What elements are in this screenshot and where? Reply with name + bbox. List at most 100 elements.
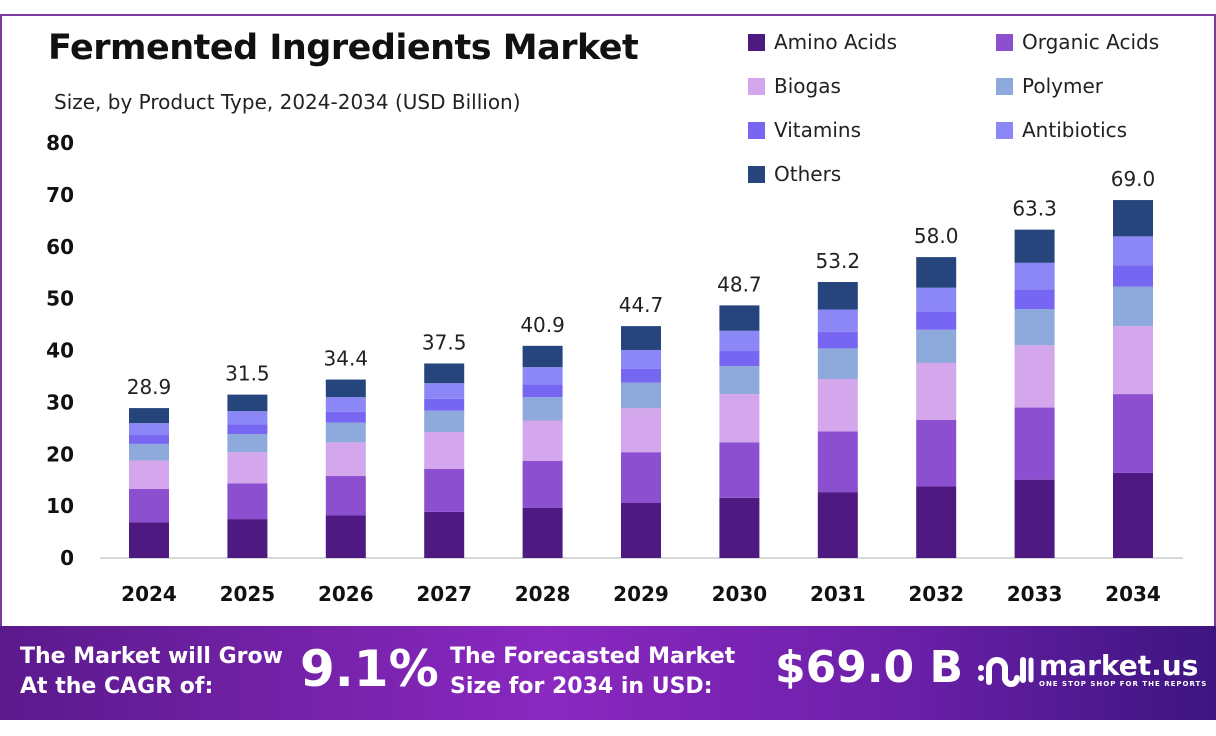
bar-segment-polymer — [1014, 309, 1055, 346]
legend-label: Antibiotics — [1022, 118, 1128, 142]
chart-frame — [0, 14, 1216, 720]
legend-item: Antibiotics — [996, 116, 1208, 144]
bar-segment-vitamins — [817, 331, 858, 349]
x-tick-label: 2031 — [810, 582, 866, 606]
forecast-label-line2: Size for 2034 in USD: — [450, 674, 713, 699]
bar-segment-vitamins — [621, 368, 661, 383]
logo-tagline: ONE STOP SHOP FOR THE REPORTS — [1039, 680, 1208, 688]
bar-segment-biogas — [621, 408, 661, 453]
bar-segment-polymer — [916, 329, 957, 363]
bar-segment-antibiotics — [522, 367, 563, 385]
x-tick-label: 2027 — [416, 582, 472, 606]
legend-item: Others — [748, 160, 996, 188]
x-tick-label: 2028 — [515, 582, 571, 606]
logo-icon — [978, 657, 1034, 687]
bar-segment-others — [621, 326, 661, 350]
bar-segment-others — [424, 363, 465, 384]
bar-segment-organic-acids — [1014, 407, 1055, 480]
bar-segment-others — [522, 345, 563, 368]
bar-segment-polymer — [424, 410, 465, 432]
bar-segment-others — [325, 379, 366, 398]
bar-segment-antibiotics — [1014, 262, 1055, 290]
legend-label: Organic Acids — [1022, 30, 1160, 54]
bar-segment-organic-acids — [719, 442, 760, 498]
bar-segment-antibiotics — [1113, 236, 1153, 266]
bar-segment-antibiotics — [719, 330, 760, 352]
bar-segment-polymer — [621, 382, 661, 409]
bar-total-label: 69.0 — [1111, 167, 1156, 191]
bar-total-label: 44.7 — [619, 293, 664, 317]
bar-segment-amino-acids — [522, 507, 563, 558]
legend-item: Amino Acids — [748, 28, 996, 56]
legend-item: Vitamins — [748, 116, 996, 144]
legend: Amino Acids Organic Acids Biogas Polymer Vit… — [748, 28, 1208, 188]
legend-item: Biogas — [748, 72, 996, 100]
bar-segment-organic-acids — [129, 489, 169, 523]
bar-segment-others — [719, 305, 760, 331]
legend-swatch — [996, 33, 1013, 51]
x-tick-label: 2034 — [1105, 582, 1161, 606]
bar-segment-biogas — [719, 394, 760, 443]
bar-segment-biogas — [916, 362, 957, 421]
bar-segment-biogas — [1014, 345, 1055, 408]
bar-segment-biogas — [129, 460, 169, 490]
legend-swatch — [748, 165, 765, 183]
market-us-logo: market.us ONE STOP SHOP FOR THE REPORTS — [975, 648, 1207, 692]
bar-segment-amino-acids — [621, 503, 661, 558]
x-tick-label: 2033 — [1007, 582, 1063, 606]
bar-segment-amino-acids — [817, 492, 858, 558]
bar-total-label: 48.7 — [717, 272, 762, 296]
bar-segment-amino-acids — [1113, 472, 1153, 558]
legend-item: Organic Acids — [996, 28, 1208, 56]
bar-segment-others — [916, 257, 957, 288]
bar-segment-organic-acids — [916, 420, 957, 487]
x-tick-label: 2030 — [712, 582, 768, 606]
chart-subtitle: Size, by Product Type, 2024-2034 (USD Bi… — [54, 90, 521, 114]
bar-segment-others — [817, 282, 858, 310]
bar-segment-antibiotics — [129, 423, 169, 436]
x-tick-label: 2024 — [121, 582, 177, 606]
bar-segment-biogas — [227, 452, 268, 484]
bar-segment-polymer — [325, 422, 366, 443]
bar-total-label: 63.3 — [1012, 197, 1057, 221]
bar-total-label: 53.2 — [816, 249, 861, 273]
bar-segment-others — [227, 394, 268, 412]
bar-segment-biogas — [325, 442, 366, 477]
legend-item: Polymer — [996, 72, 1208, 100]
bar-segment-amino-acids — [1014, 479, 1055, 558]
bar-segment-vitamins — [1113, 265, 1153, 287]
x-tick-label: 2026 — [318, 582, 374, 606]
bar-segment-vitamins — [916, 311, 957, 330]
bar-segment-vitamins — [424, 398, 465, 411]
bar-segment-polymer — [1113, 286, 1153, 327]
x-tick-label: 2029 — [613, 582, 669, 606]
bar-segment-polymer — [227, 434, 268, 453]
bar-segment-organic-acids — [325, 476, 366, 516]
legend-label: Vitamins — [774, 118, 862, 142]
bar-total-label: 58.0 — [914, 224, 959, 248]
bar-segment-amino-acids — [227, 519, 268, 558]
legend-swatch — [748, 121, 765, 139]
bar-segment-amino-acids — [129, 522, 169, 558]
legend-label: Biogas — [774, 74, 841, 98]
bar-segment-others — [1113, 200, 1153, 237]
bar-segment-biogas — [1113, 326, 1153, 395]
bar-total-label: 37.5 — [422, 330, 467, 354]
bar-segment-others — [129, 408, 169, 424]
x-tick-label: 2025 — [220, 582, 276, 606]
x-tick-label: 2032 — [908, 582, 964, 606]
y-tick-label: 50 — [46, 287, 74, 311]
y-tick-label: 40 — [46, 339, 74, 363]
bar-segment-vitamins — [325, 411, 366, 423]
bar-segment-antibiotics — [227, 411, 268, 425]
bar-segment-polymer — [719, 366, 760, 395]
legend-label: Amino Acids — [774, 30, 897, 54]
cagr-label-line1: The Market will Grow — [20, 644, 283, 669]
legend-label: Polymer — [1022, 74, 1103, 98]
bar-segment-polymer — [522, 397, 563, 421]
bar-total-label: 31.5 — [225, 362, 270, 386]
bar-segment-vitamins — [719, 351, 760, 367]
forecast-label-line1: The Forecasted Market — [450, 644, 736, 669]
bar-segment-amino-acids — [325, 515, 366, 558]
bar-segment-vitamins — [522, 384, 563, 398]
